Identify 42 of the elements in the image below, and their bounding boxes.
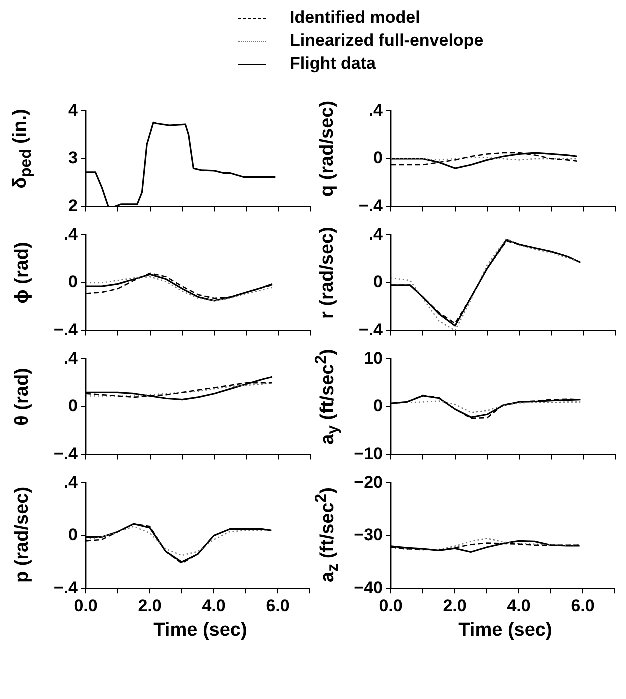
legend-label: Flight data	[290, 54, 376, 74]
y-tick-label: −.4	[54, 578, 79, 598]
y-tick-label: 2	[68, 196, 78, 216]
y-tick-label: −.4	[54, 444, 79, 464]
y-tick-label: 0	[68, 396, 78, 416]
x-tick-label: 4.0	[507, 596, 531, 616]
x-axis-title: Time (sec)	[458, 620, 554, 642]
y-tick-label: 4	[68, 100, 79, 120]
y-axis-title: p (rad/sec)	[12, 486, 34, 584]
y-axis-title: ϕ (rad)	[12, 242, 34, 304]
y-tick-label: .4	[368, 224, 384, 244]
x-tick-label: 6.0	[266, 596, 290, 616]
x-tick-label: 2.0	[443, 596, 467, 616]
y-tick-label: .4	[368, 100, 384, 120]
y-axis-title: θ (rad)	[12, 368, 34, 426]
y-tick-label: −.4	[358, 320, 384, 340]
y-axis-title: q (rad/sec)	[317, 100, 339, 198]
y-tick-label: 3	[68, 148, 78, 168]
y-tick-label: −40	[354, 578, 383, 598]
x-tick-label: 6.0	[571, 596, 595, 616]
x-axis-title: Time (sec)	[152, 620, 248, 642]
y-tick-label: −20	[354, 472, 383, 492]
y-tick-label: .4	[64, 224, 79, 244]
y-tick-label: 0	[374, 272, 383, 292]
y-tick-label: .4	[64, 348, 79, 368]
legend-label: Identified model	[290, 8, 420, 28]
legend-label: Linearized full-envelope	[290, 31, 484, 51]
x-tick-label: 0.0	[74, 596, 98, 616]
y-tick-label: −10	[354, 444, 383, 464]
y-tick-label: 10	[364, 348, 383, 368]
y-axis-title: r (rad/sec)	[317, 227, 339, 319]
x-tick-label: 0.0	[379, 596, 403, 616]
y-tick-label: −.4	[54, 320, 79, 340]
x-tick-label: 2.0	[138, 596, 162, 616]
x-tick-label: 4.0	[202, 596, 226, 616]
y-tick-label: .4	[64, 472, 79, 492]
y-tick-label: 0	[68, 526, 78, 545]
y-tick-label: 0	[68, 272, 78, 292]
y-tick-label: 0	[374, 148, 383, 168]
y-tick-label: −.4	[358, 196, 384, 216]
y-tick-label: 0	[374, 396, 383, 416]
y-tick-label: −30	[354, 526, 383, 545]
